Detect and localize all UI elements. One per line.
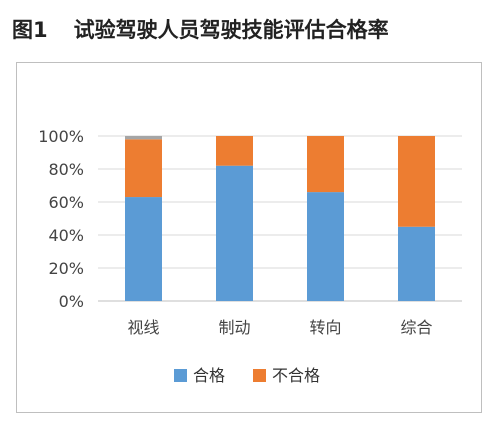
figure-number: 图1 (12, 18, 48, 42)
bar-segment-unlabeled (125, 136, 162, 140)
bar-segment-合格 (125, 197, 162, 301)
y-tick-label: 40% (48, 226, 84, 245)
x-tick-label: 转向 (309, 318, 341, 337)
bar-segment-合格 (398, 226, 435, 301)
legend-label: 不合格 (272, 366, 320, 385)
y-tick-label: 80% (48, 160, 84, 179)
legend-swatch (174, 369, 187, 382)
legend: 合格 不合格 (174, 366, 320, 385)
bar-segment-不合格 (125, 139, 162, 198)
figure-title: 图1 试验驾驶人员驾驶技能评估合格率 (12, 14, 389, 44)
x-tick-label: 制动 (218, 318, 250, 337)
bar-segment-不合格 (398, 136, 435, 227)
bar-segment-合格 (216, 165, 253, 301)
y-tick-label: 0% (59, 292, 84, 311)
y-tick-label: 20% (48, 259, 84, 278)
bar-segment-合格 (307, 192, 344, 301)
y-axis-ticks: 0% 20% 40% 60% 80% 100% (38, 127, 84, 311)
legend-swatch (253, 369, 266, 382)
bars (125, 136, 435, 301)
bar-segment-不合格 (216, 136, 253, 166)
x-tick-label: 视线 (127, 318, 159, 337)
y-tick-label: 100% (38, 127, 84, 146)
figure-title-text: 试验驾驶人员驾驶技能评估合格率 (73, 18, 389, 42)
y-tick-label: 60% (48, 193, 84, 212)
bar-segment-不合格 (307, 136, 344, 193)
legend-label: 合格 (193, 366, 225, 385)
x-axis-ticks: 视线 制动 转向 综合 (127, 318, 432, 337)
x-tick-label: 综合 (400, 318, 432, 337)
